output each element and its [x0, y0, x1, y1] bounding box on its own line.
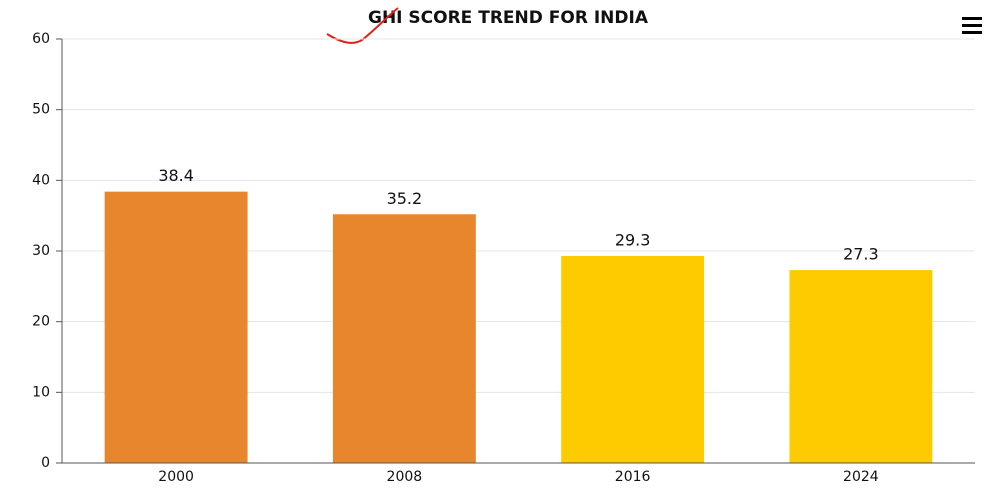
y-tick-label: 0 — [41, 455, 50, 471]
x-tick-label: 2024 — [843, 469, 879, 485]
annotation-scribble — [326, 7, 399, 44]
bar — [104, 191, 248, 463]
menu-icon-bar[interactable] — [962, 24, 982, 27]
x-tick-label: 2000 — [158, 469, 194, 485]
bar — [561, 255, 705, 463]
menu-icon-bar[interactable] — [962, 31, 982, 34]
y-tick-label: 10 — [32, 384, 50, 400]
y-tick-label: 30 — [32, 243, 50, 259]
y-tick-label: 40 — [32, 172, 50, 188]
x-tick-label: 2016 — [615, 469, 651, 485]
bar — [789, 270, 933, 463]
y-tick-label: 20 — [32, 314, 50, 330]
data-label: 27.3 — [843, 245, 879, 264]
bar — [332, 214, 476, 463]
y-tick-label: 50 — [32, 102, 50, 118]
data-label: 35.2 — [387, 189, 423, 208]
menu-button[interactable] — [960, 16, 984, 34]
data-label: 29.3 — [615, 230, 651, 249]
data-label: 38.4 — [158, 166, 194, 185]
menu-icon-bar[interactable] — [962, 17, 982, 20]
chart-title: GHI SCORE TREND FOR INDIA — [368, 8, 649, 28]
x-tick-label: 2008 — [387, 469, 423, 485]
y-tick-label: 60 — [32, 31, 50, 47]
